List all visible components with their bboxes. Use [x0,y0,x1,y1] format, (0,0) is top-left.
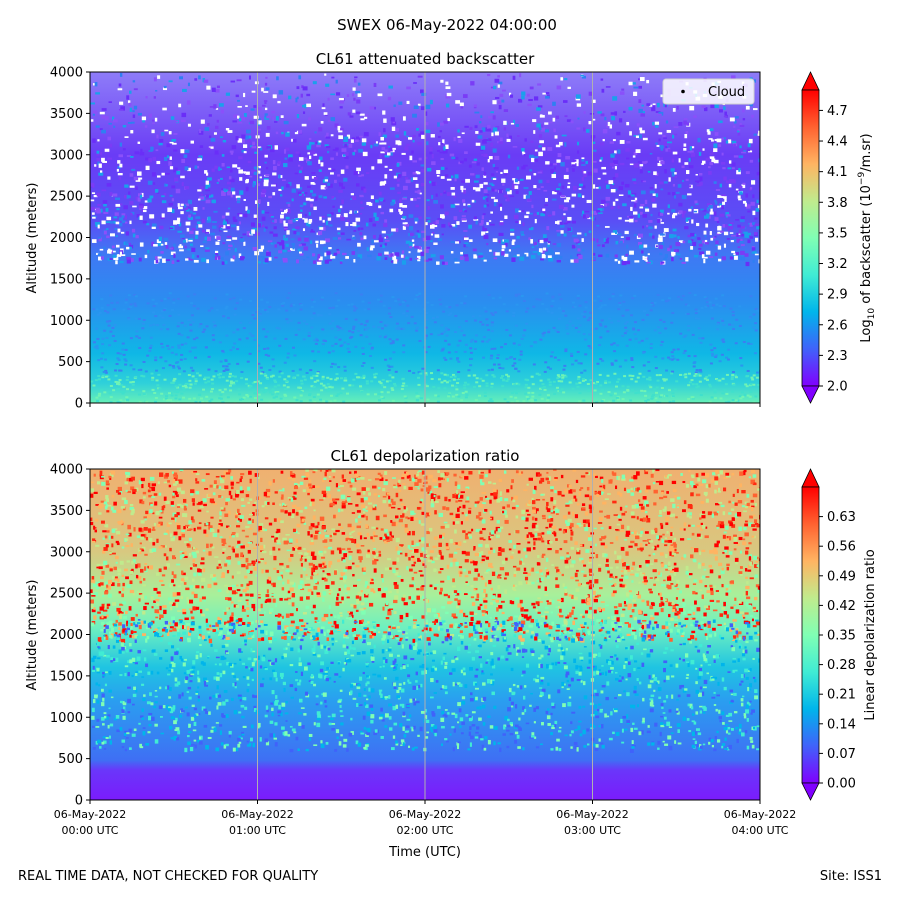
y-tick-label: 500 [58,752,83,767]
cloud-legend-marker [681,90,685,94]
backscatter-title: CL61 attenuated backscatter [316,50,535,68]
y-tick-label: 4000 [50,66,83,81]
colorbar-tick-label: 2.6 [827,318,848,333]
colorbar-tick-label: 4.1 [827,165,848,180]
x-tick-time: 02:00 UTC [396,824,453,837]
y-tick-label: 2500 [50,587,83,602]
y-tick-label: 2500 [50,190,83,205]
colorbar-tick-label: 4.4 [827,135,848,150]
colorbar-tick-label: 0.28 [827,658,856,673]
backscatter-colorbar-extend-top [802,72,819,90]
y-tick-label: 3000 [50,148,83,163]
depolarization-title: CL61 depolarization ratio [331,447,520,465]
y-tick-label: 1000 [50,314,83,329]
colorbar-tick-label: 0.21 [827,688,856,703]
x-tick-date: 06-May-2022 [389,808,461,821]
depolarization-heatmap [90,469,764,800]
x-tick-time: 01:00 UTC [229,824,286,837]
colorbar-tick-label: 3.2 [827,257,848,272]
colorbar-tick-label: 0.00 [827,777,856,792]
cloud-legend-label: Cloud [708,85,745,100]
colorbar-tick-label: 2.0 [827,380,848,395]
backscatter-colorbar: 2.0 2.3 2.6 2.9 3.2 3.5 3.8 4.1 4.4 4.7 Log10 of … [802,72,877,403]
colorbar-tick-label: 2.9 [827,288,848,303]
y-tick-label: 0 [75,794,83,809]
colorbar-tick-label: 0.07 [827,747,856,762]
colorbar-tick-label: 0.42 [827,599,856,614]
x-tick-time: 04:00 UTC [731,824,788,837]
y-tick-label: 1500 [50,272,83,287]
x-tick-time: 03:00 UTC [564,824,621,837]
depolarization-colorbar-extend-top [802,469,819,487]
figure-title: SWEX 06-May-2022 04:00:00 [337,16,557,34]
colorbar-tick-label: 0.14 [827,717,856,732]
backscatter-colorbar-label: Log10 of backscatter (10−9/m.sr) [857,133,877,342]
y-tick-label: 1000 [50,711,83,726]
x-tick-time: 00:00 UTC [61,824,118,837]
y-tick-label: 2000 [50,628,83,643]
y-tick-label: 1500 [50,669,83,684]
colorbar-tick-label: 0.35 [827,629,856,644]
y-tick-label: 3500 [50,504,83,519]
colorbar-tick-label: 3.5 [827,226,848,241]
backscatter-panel: CL61 attenuated backscatter 0 500 1000 1500… [25,50,877,412]
quality-disclaimer: REAL TIME DATA, NOT CHECKED FOR QUALITY [18,869,318,884]
depolarization-x-axis: 06-May-2022 00:00 UTC 06-May-2022 01:00 UTC… [54,800,796,837]
depolarization-colorbar: 0.00 0.07 0.14 0.21 0.28 0.35 0.42 0.49 0.56 0.63… [802,469,878,800]
colorbar-tick-label: 0.56 [827,540,856,555]
y-tick-label: 0 [75,397,83,412]
backscatter-heatmap [90,72,763,404]
backscatter-colorbar-extend-bottom [802,386,819,403]
y-tick-label: 2000 [50,231,83,246]
x-tick-date: 06-May-2022 [54,808,126,821]
y-tick-label: 3000 [50,545,83,560]
depolarization-ylabel: Altitude (meters) [25,580,40,691]
backscatter-x-axis [90,403,760,407]
colorbar-tick-label: 2.3 [827,349,848,364]
colorbar-tick-label: 4.7 [827,104,848,119]
x-tick-date: 06-May-2022 [221,808,293,821]
y-tick-label: 4000 [50,463,83,478]
depolarization-y-axis: 0 500 1000 1500 2000 2500 3000 3500 4000 [50,463,90,809]
backscatter-y-axis: 0 500 1000 1500 2000 2500 3000 3500 4000 [50,66,90,412]
x-tick-date: 06-May-2022 [724,808,796,821]
cloud-legend: Cloud [663,79,754,104]
y-tick-label: 500 [58,355,83,370]
x-axis-label: Time (UTC) [388,845,461,860]
depolarization-colorbar-extend-bottom [802,783,819,800]
depolarization-panel: CL61 depolarization ratio 0 500 1000 1500 20… [25,447,878,860]
depolarization-colorbar-label: Linear depolarization ratio [863,549,878,720]
colorbar-tick-label: 0.49 [827,569,856,584]
site-label: Site: ISS1 [820,869,882,884]
y-tick-label: 3500 [50,107,83,122]
colorbar-tick-label: 3.8 [827,196,848,211]
colorbar-tick-label: 0.63 [827,510,856,525]
backscatter-ylabel: Altitude (meters) [25,183,40,294]
x-tick-date: 06-May-2022 [556,808,628,821]
